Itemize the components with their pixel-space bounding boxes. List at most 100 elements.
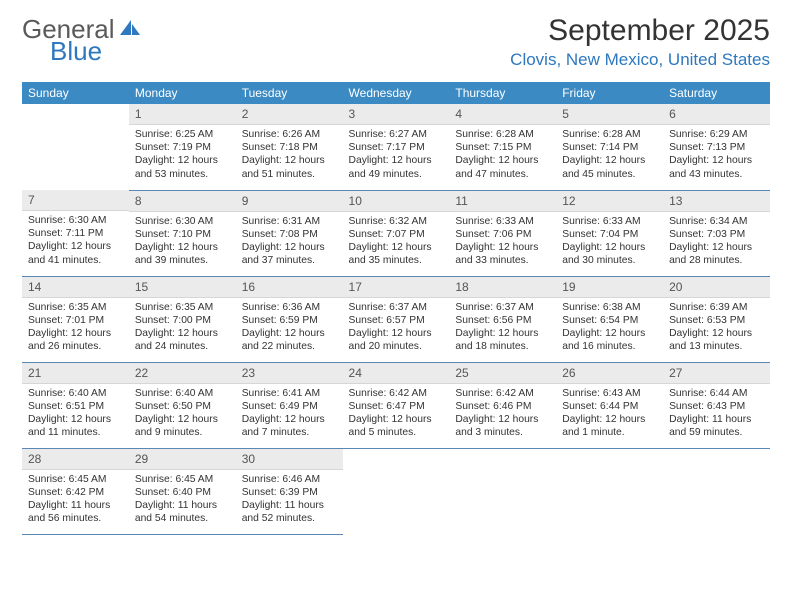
- sail-icon: [119, 18, 141, 40]
- day-number: 17: [343, 277, 450, 297]
- weekday-header: Sunday: [22, 82, 129, 104]
- day-details: Sunrise: 6:46 AMSunset: 6:39 PMDaylight:…: [236, 470, 343, 534]
- month-title: September 2025: [510, 14, 770, 48]
- day-details: Sunrise: 6:42 AMSunset: 6:46 PMDaylight:…: [449, 384, 556, 448]
- calendar-cell: 21Sunrise: 6:40 AMSunset: 6:51 PMDayligh…: [22, 362, 129, 448]
- day-details: Sunrise: 6:45 AMSunset: 6:42 PMDaylight:…: [22, 470, 129, 534]
- calendar-cell: 9Sunrise: 6:31 AMSunset: 7:08 PMDaylight…: [236, 190, 343, 276]
- day-number: 26: [556, 363, 663, 383]
- calendar-cell: 4Sunrise: 6:28 AMSunset: 7:15 PMDaylight…: [449, 104, 556, 190]
- day-number: 14: [22, 277, 129, 297]
- calendar-cell: 18Sunrise: 6:37 AMSunset: 6:56 PMDayligh…: [449, 276, 556, 362]
- day-details: Sunrise: 6:41 AMSunset: 6:49 PMDaylight:…: [236, 384, 343, 448]
- day-number: 19: [556, 277, 663, 297]
- calendar-cell: 24Sunrise: 6:42 AMSunset: 6:47 PMDayligh…: [343, 362, 450, 448]
- weekday-header: Tuesday: [236, 82, 343, 104]
- logo: General Blue: [22, 14, 141, 62]
- day-details: Sunrise: 6:26 AMSunset: 7:18 PMDaylight:…: [236, 125, 343, 189]
- day-number: 25: [449, 363, 556, 383]
- day-details: Sunrise: 6:33 AMSunset: 7:06 PMDaylight:…: [449, 212, 556, 276]
- calendar-week-row: 28Sunrise: 6:45 AMSunset: 6:42 PMDayligh…: [22, 448, 770, 534]
- day-number: 15: [129, 277, 236, 297]
- calendar-cell: 23Sunrise: 6:41 AMSunset: 6:49 PMDayligh…: [236, 362, 343, 448]
- day-details: Sunrise: 6:31 AMSunset: 7:08 PMDaylight:…: [236, 212, 343, 276]
- calendar-cell: 17Sunrise: 6:37 AMSunset: 6:57 PMDayligh…: [343, 276, 450, 362]
- day-number: 29: [129, 449, 236, 469]
- day-number: 9: [236, 191, 343, 211]
- calendar-page: General Blue September 2025 Clovis, New …: [0, 0, 792, 549]
- calendar-cell: 6Sunrise: 6:29 AMSunset: 7:13 PMDaylight…: [663, 104, 770, 190]
- day-number: 13: [663, 191, 770, 211]
- calendar-cell: 27Sunrise: 6:44 AMSunset: 6:43 PMDayligh…: [663, 362, 770, 448]
- day-details: Sunrise: 6:30 AMSunset: 7:10 PMDaylight:…: [129, 212, 236, 276]
- day-details: Sunrise: 6:40 AMSunset: 6:50 PMDaylight:…: [129, 384, 236, 448]
- day-number: 20: [663, 277, 770, 297]
- calendar-cell: [556, 448, 663, 534]
- day-number: 1: [129, 104, 236, 124]
- calendar-cell: 2Sunrise: 6:26 AMSunset: 7:18 PMDaylight…: [236, 104, 343, 190]
- day-number: 10: [343, 191, 450, 211]
- day-details: Sunrise: 6:29 AMSunset: 7:13 PMDaylight:…: [663, 125, 770, 189]
- calendar-cell: 30Sunrise: 6:46 AMSunset: 6:39 PMDayligh…: [236, 448, 343, 534]
- calendar-week-row: 21Sunrise: 6:40 AMSunset: 6:51 PMDayligh…: [22, 362, 770, 448]
- calendar-cell: 3Sunrise: 6:27 AMSunset: 7:17 PMDaylight…: [343, 104, 450, 190]
- day-details: Sunrise: 6:36 AMSunset: 6:59 PMDaylight:…: [236, 298, 343, 362]
- calendar-cell: [449, 448, 556, 534]
- day-details: Sunrise: 6:35 AMSunset: 7:01 PMDaylight:…: [22, 298, 129, 362]
- calendar-cell: 13Sunrise: 6:34 AMSunset: 7:03 PMDayligh…: [663, 190, 770, 276]
- day-details: Sunrise: 6:28 AMSunset: 7:14 PMDaylight:…: [556, 125, 663, 189]
- day-number: 23: [236, 363, 343, 383]
- calendar-cell: 22Sunrise: 6:40 AMSunset: 6:50 PMDayligh…: [129, 362, 236, 448]
- weekday-header-row: SundayMondayTuesdayWednesdayThursdayFrid…: [22, 82, 770, 104]
- weekday-header: Wednesday: [343, 82, 450, 104]
- day-details: Sunrise: 6:33 AMSunset: 7:04 PMDaylight:…: [556, 212, 663, 276]
- day-details: Sunrise: 6:45 AMSunset: 6:40 PMDaylight:…: [129, 470, 236, 534]
- weekday-header: Monday: [129, 82, 236, 104]
- day-details: Sunrise: 6:27 AMSunset: 7:17 PMDaylight:…: [343, 125, 450, 189]
- calendar-cell: 15Sunrise: 6:35 AMSunset: 7:00 PMDayligh…: [129, 276, 236, 362]
- calendar-cell: 19Sunrise: 6:38 AMSunset: 6:54 PMDayligh…: [556, 276, 663, 362]
- calendar-cell: 16Sunrise: 6:36 AMSunset: 6:59 PMDayligh…: [236, 276, 343, 362]
- day-details: Sunrise: 6:30 AMSunset: 7:11 PMDaylight:…: [22, 211, 129, 275]
- calendar-cell: 28Sunrise: 6:45 AMSunset: 6:42 PMDayligh…: [22, 448, 129, 534]
- day-details: Sunrise: 6:44 AMSunset: 6:43 PMDaylight:…: [663, 384, 770, 448]
- calendar-week-row: 7Sunrise: 6:30 AMSunset: 7:11 PMDaylight…: [22, 190, 770, 276]
- day-details: Sunrise: 6:38 AMSunset: 6:54 PMDaylight:…: [556, 298, 663, 362]
- day-details: Sunrise: 6:39 AMSunset: 6:53 PMDaylight:…: [663, 298, 770, 362]
- day-number: 22: [129, 363, 236, 383]
- day-details: Sunrise: 6:40 AMSunset: 6:51 PMDaylight:…: [22, 384, 129, 448]
- weekday-header: Friday: [556, 82, 663, 104]
- day-details: Sunrise: 6:43 AMSunset: 6:44 PMDaylight:…: [556, 384, 663, 448]
- day-number: 5: [556, 104, 663, 124]
- day-number: 27: [663, 363, 770, 383]
- day-details: Sunrise: 6:28 AMSunset: 7:15 PMDaylight:…: [449, 125, 556, 189]
- day-number: 12: [556, 191, 663, 211]
- day-details: Sunrise: 6:42 AMSunset: 6:47 PMDaylight:…: [343, 384, 450, 448]
- calendar-cell: 11Sunrise: 6:33 AMSunset: 7:06 PMDayligh…: [449, 190, 556, 276]
- day-number: 30: [236, 449, 343, 469]
- calendar-cell: 1Sunrise: 6:25 AMSunset: 7:19 PMDaylight…: [129, 104, 236, 190]
- calendar-week-row: 1Sunrise: 6:25 AMSunset: 7:19 PMDaylight…: [22, 104, 770, 190]
- day-number: 7: [22, 190, 129, 210]
- day-details: Sunrise: 6:35 AMSunset: 7:00 PMDaylight:…: [129, 298, 236, 362]
- calendar-cell: 12Sunrise: 6:33 AMSunset: 7:04 PMDayligh…: [556, 190, 663, 276]
- calendar-cell: 25Sunrise: 6:42 AMSunset: 6:46 PMDayligh…: [449, 362, 556, 448]
- day-number: 16: [236, 277, 343, 297]
- calendar-cell: [663, 448, 770, 534]
- day-number: 18: [449, 277, 556, 297]
- day-number: 2: [236, 104, 343, 124]
- day-number: 21: [22, 363, 129, 383]
- day-number: 11: [449, 191, 556, 211]
- calendar-cell: 5Sunrise: 6:28 AMSunset: 7:14 PMDaylight…: [556, 104, 663, 190]
- calendar-cell: 14Sunrise: 6:35 AMSunset: 7:01 PMDayligh…: [22, 276, 129, 362]
- calendar-cell: 7Sunrise: 6:30 AMSunset: 7:11 PMDaylight…: [22, 190, 129, 276]
- day-details: Sunrise: 6:32 AMSunset: 7:07 PMDaylight:…: [343, 212, 450, 276]
- weekday-header: Thursday: [449, 82, 556, 104]
- location-subtitle: Clovis, New Mexico, United States: [510, 50, 770, 70]
- day-number: 28: [22, 449, 129, 469]
- calendar-cell: 26Sunrise: 6:43 AMSunset: 6:44 PMDayligh…: [556, 362, 663, 448]
- calendar-cell: [343, 448, 450, 534]
- calendar-cell: 29Sunrise: 6:45 AMSunset: 6:40 PMDayligh…: [129, 448, 236, 534]
- day-details: Sunrise: 6:37 AMSunset: 6:57 PMDaylight:…: [343, 298, 450, 362]
- weekday-header: Saturday: [663, 82, 770, 104]
